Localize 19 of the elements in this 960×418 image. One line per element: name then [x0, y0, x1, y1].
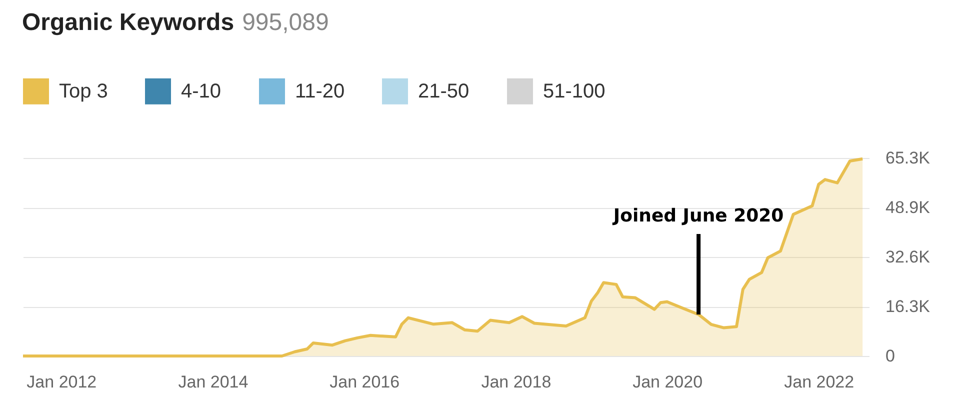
legend-label: 11-20	[295, 80, 345, 102]
legend-label: 21-50	[418, 80, 470, 102]
legend-label: 4-10	[181, 80, 222, 102]
x-tick-label: Jan 2020	[632, 372, 703, 392]
x-tick-label: Jan 2018	[481, 372, 552, 392]
legend-label: Top 3	[59, 80, 108, 102]
annotation: Joined June 2020	[611, 205, 784, 226]
y-tick-label: 48.9K	[886, 198, 931, 218]
y-tick-label: 65.3K	[886, 148, 931, 168]
chart-subtitle: 995,089	[242, 9, 329, 36]
x-tick-label: Jan 2016	[330, 372, 400, 392]
y-tick-label: 0	[886, 346, 895, 366]
y-tick-label: 32.6K	[886, 248, 931, 267]
x-tick-label: Jan 2012	[26, 372, 97, 392]
x-tick-label: Jan 2014	[178, 372, 248, 392]
y-tick-label: 16.3K	[886, 297, 931, 316]
legend-label: 51-100	[543, 80, 606, 102]
x-tick-label: Jan 2022	[784, 372, 854, 392]
chart-title: Organic Keywords	[22, 9, 234, 36]
